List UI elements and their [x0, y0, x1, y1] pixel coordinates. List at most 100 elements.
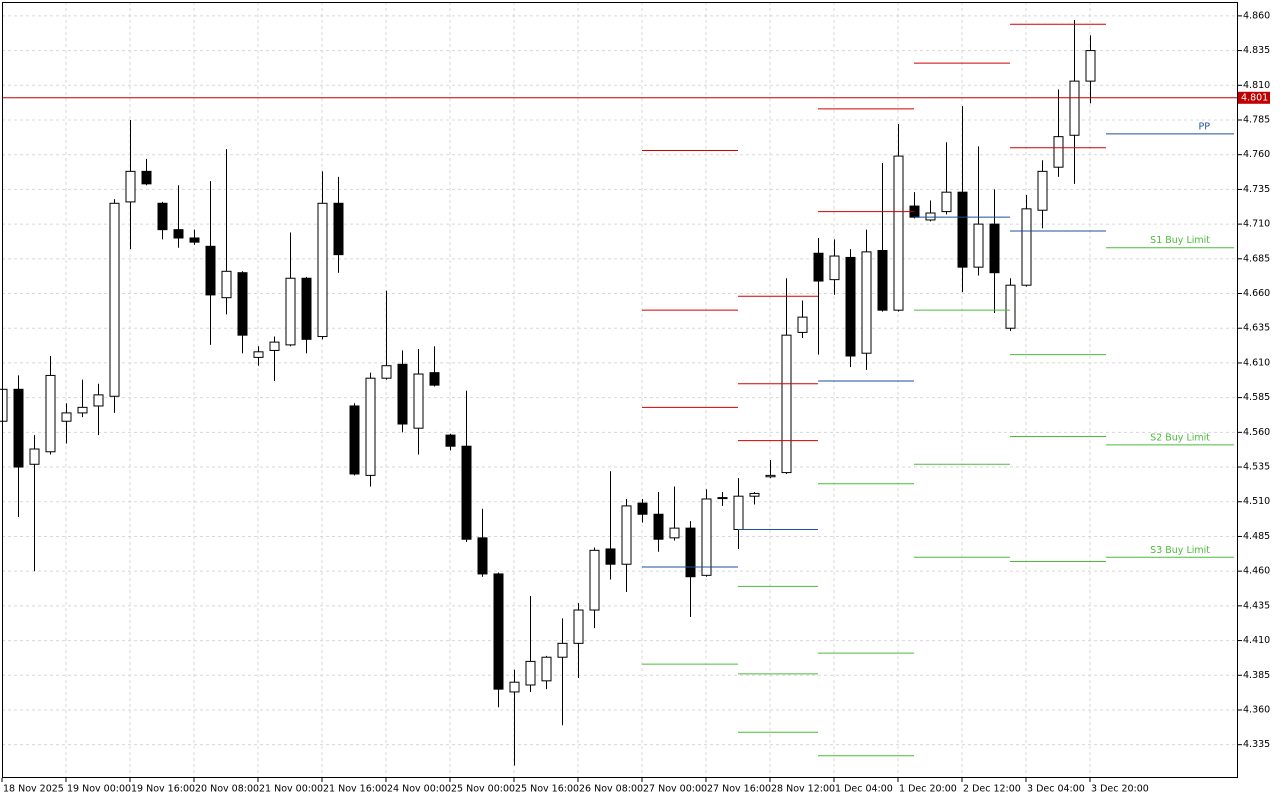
y-tick-label: 4.735: [1243, 184, 1270, 195]
candle-body: [893, 155, 904, 311]
candle-body: [317, 202, 328, 338]
candle-body: [429, 372, 440, 386]
candle-body: [285, 277, 296, 346]
y-tick-label: 4.835: [1243, 45, 1270, 56]
x-tick-label: 2 Dec 12:00: [963, 784, 1021, 795]
last-price-label: 4.801: [1241, 92, 1268, 103]
candle-body: [493, 573, 504, 690]
candle-body: [445, 434, 456, 447]
candle-body: [797, 316, 808, 333]
y-tick-label: 4.460: [1243, 566, 1270, 577]
candle-body: [877, 249, 888, 311]
candle-body: [589, 549, 600, 611]
candle-body: [621, 505, 632, 565]
candle-body: [157, 202, 168, 231]
candle-body: [61, 412, 72, 422]
y-tick-label: 4.785: [1243, 114, 1270, 125]
candle-body: [829, 255, 840, 281]
axes: 4.860 4.835 4.810 4.785 4.760 4.735 4.710 4.685…: [1, 10, 1270, 795]
candle-body: [509, 681, 520, 693]
x-tick-label: 25 Nov 00:00: [451, 784, 515, 795]
candle-body: [189, 237, 200, 243]
y-tick-label: 4.560: [1243, 427, 1270, 438]
candle-body: [125, 170, 136, 203]
candle-body: [605, 548, 616, 565]
candle-body: [301, 277, 312, 340]
x-tick-label: 1 Dec 20:00: [899, 784, 957, 795]
candle-body: [413, 373, 424, 429]
x-tick-label: 27 Nov 00:00: [643, 784, 707, 795]
candle-body: [653, 513, 664, 540]
x-tick-label: 21 Nov 16:00: [323, 784, 387, 795]
candle-body: [269, 341, 280, 351]
candle-body: [717, 497, 728, 500]
candle-body: [173, 229, 184, 239]
y-tick-label: 4.685: [1243, 253, 1270, 264]
candle-body: [477, 537, 488, 575]
x-tick-label: 20 Nov 08:00: [195, 784, 259, 795]
y-tick-label: 4.485: [1243, 531, 1270, 542]
candle-body: [733, 495, 744, 531]
candle-body: [637, 502, 648, 515]
candle-body: [29, 448, 40, 465]
y-tick-label: 4.385: [1243, 670, 1270, 681]
y-tick-label: 4.635: [1243, 323, 1270, 334]
candle-body: [93, 394, 104, 407]
pivot-label: PP: [1199, 121, 1211, 132]
candle-body: [989, 223, 1000, 274]
candle-body: [845, 256, 856, 357]
y-tick-label: 4.710: [1243, 219, 1270, 230]
y-tick-label: 4.535: [1243, 462, 1270, 473]
candle-body: [397, 363, 408, 425]
candle-body: [685, 527, 696, 578]
candle-body: [973, 223, 984, 268]
candle-body: [541, 656, 552, 682]
x-tick-label: 18 Nov 2025: [3, 784, 64, 795]
x-tick-label: 24 Nov 00:00: [387, 784, 451, 795]
x-tick-label: 28 Nov 12:00: [771, 784, 835, 795]
candle-body: [381, 365, 392, 379]
candle-body: [925, 212, 936, 221]
candle-body: [365, 377, 376, 476]
candle-body: [13, 388, 24, 468]
candle-body: [813, 252, 824, 282]
plot-frame: [2, 2, 1238, 778]
y-tick-label: 4.435: [1243, 600, 1270, 611]
candle-body: [349, 405, 360, 475]
x-tick-label: 25 Nov 16:00: [515, 784, 579, 795]
y-tick-label: 4.610: [1243, 357, 1270, 368]
y-tick-label: 4.360: [1243, 704, 1270, 715]
plot: PP S1 Buy Limit S2 Buy Limit S3 Buy Limit: [0, 20, 1238, 766]
candle-body: [941, 191, 952, 213]
candle-body: [45, 374, 56, 453]
x-tick-label: 19 Nov 00:00: [67, 784, 131, 795]
x-tick-label: 3 Dec 04:00: [1027, 784, 1085, 795]
candle-body: [1069, 80, 1080, 136]
y-tick-label: 4.585: [1243, 392, 1270, 403]
candle-body: [573, 609, 584, 644]
candle-body: [1053, 136, 1064, 168]
candle-body: [333, 202, 344, 256]
y-tick-label: 4.860: [1243, 10, 1270, 21]
candle-body: [237, 272, 248, 336]
pivot-label: S3 Buy Limit: [1150, 545, 1210, 556]
candle-body: [525, 660, 536, 686]
x-tick-label: 27 Nov 16:00: [707, 784, 771, 795]
candle-body: [781, 334, 792, 474]
x-tick-label: 21 Nov 00:00: [259, 784, 323, 795]
candle-body: [557, 642, 568, 658]
candle-body: [0, 388, 8, 422]
pivot-label: S1 Buy Limit: [1150, 235, 1210, 246]
candle-body: [141, 170, 152, 185]
x-tick-label: 3 Dec 20:00: [1091, 784, 1149, 795]
candle-body: [957, 191, 968, 268]
y-tick-label: 4.660: [1243, 288, 1270, 299]
x-tick-label: 19 Nov 16:00: [131, 784, 195, 795]
y-tick-label: 4.810: [1243, 80, 1270, 91]
candle-body: [1037, 170, 1048, 211]
candle-body: [1005, 284, 1016, 329]
candle-body: [461, 445, 472, 540]
candle-body: [765, 474, 776, 478]
